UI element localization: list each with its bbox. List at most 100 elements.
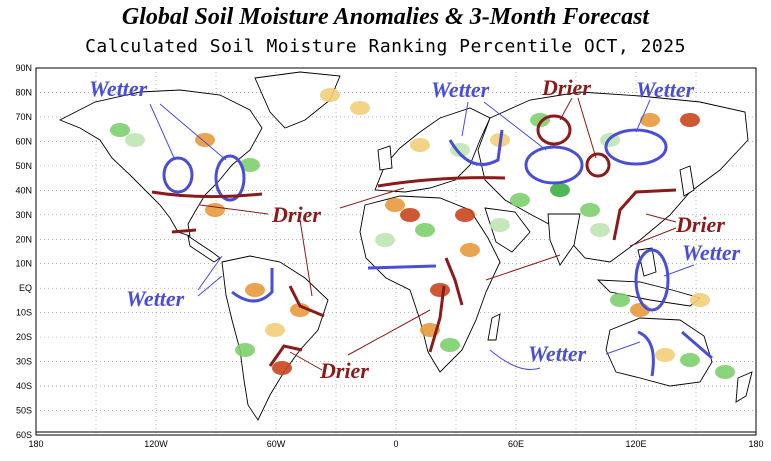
- wetter-region-kazakh: [524, 145, 584, 185]
- north-america: [58, 89, 263, 237]
- anomaly-patch: [690, 293, 710, 307]
- lat-tick-label: 50N: [15, 161, 32, 171]
- lat-tick-label: EQ: [19, 283, 32, 293]
- wetter-region-philippines: [634, 248, 670, 312]
- anomaly-patch: [235, 343, 255, 357]
- wetter-label-north-america: Wetter: [89, 76, 148, 101]
- wetter-region-nw-us: [162, 156, 194, 194]
- anomaly-patch: [440, 338, 460, 352]
- anomaly-patch: [680, 353, 700, 367]
- drier-outlines: [151, 114, 677, 367]
- anomaly-patch: [110, 123, 130, 137]
- lat-tick-label: 50S: [16, 406, 32, 416]
- drier-label-americas: Drier: [271, 202, 321, 227]
- wetter-region-west-africa: [367, 264, 437, 270]
- longitude-ticks: 180 120W 60W 0 60E 120E 180: [28, 439, 763, 449]
- anomaly-patch: [550, 183, 570, 197]
- lon-tick-label: 180: [748, 439, 763, 449]
- anomaly-patch: [375, 233, 395, 247]
- wetter-label-east-asia: Wetter: [636, 77, 695, 102]
- drier-label-russia: Drier: [541, 75, 591, 100]
- wetter-label-australia: Wetter: [528, 341, 587, 366]
- drier-region-mediterranean: [377, 176, 506, 188]
- wetter-label-europe: Wetter: [431, 77, 490, 102]
- anomaly-patch: [455, 208, 475, 222]
- wetter-region-amazon: [231, 268, 274, 303]
- lon-tick-label: 120E: [625, 439, 646, 449]
- anomaly-patch: [655, 348, 675, 362]
- japan: [679, 165, 695, 197]
- drier-region-mexico: [171, 228, 197, 234]
- wetter-region-ne-us: [214, 154, 246, 202]
- drier-label-south: Drier: [319, 358, 369, 383]
- wetter-region-russia-west: [448, 129, 504, 166]
- drier-pointers: [199, 97, 677, 371]
- lon-tick-label: 180: [28, 439, 43, 449]
- anomaly-patch: [510, 193, 530, 207]
- anomaly-patch: [410, 138, 430, 152]
- uk: [377, 145, 393, 171]
- wetter-region-australia-nw: [637, 330, 655, 377]
- drier-region-siberia: [585, 152, 611, 178]
- lat-tick-label: 60S: [16, 430, 32, 440]
- latitude-ticks: 90N 80N 70N 60N 50N 40N 30N 20N 10N EQ 10S 20S 30S 40…: [15, 63, 32, 440]
- anomaly-patch: [350, 101, 370, 115]
- lat-tick-label: 40S: [16, 381, 32, 391]
- anomaly-patch: [415, 223, 435, 237]
- india: [547, 213, 581, 266]
- map-title: Global Soil Moisture Anomalies & 3-Month…: [121, 4, 650, 30]
- lat-tick-label: 10S: [16, 308, 32, 318]
- lat-tick-label: 60N: [15, 136, 32, 146]
- anomaly-patch: [400, 208, 420, 222]
- anomaly-patch: [245, 283, 265, 297]
- asia: [477, 91, 749, 263]
- drier-region-east-africa: [444, 257, 464, 306]
- continents: [36, 71, 756, 433]
- wetter-outlines: [162, 128, 713, 377]
- anomaly-patch: [460, 243, 480, 257]
- map-subtitle: Calculated Soil Moisture Ranking Percent…: [85, 36, 686, 57]
- anomaly-patch: [272, 361, 292, 375]
- anomaly-patch: [320, 88, 340, 102]
- lon-tick-label: 120W: [144, 439, 168, 449]
- wetter-region-mongolia: [604, 128, 668, 166]
- anomaly-shading: [110, 88, 735, 379]
- anomaly-patch: [680, 113, 700, 127]
- anomaly-patch: [580, 203, 600, 217]
- central-america: [187, 235, 221, 263]
- drier-region-southern-brazil: [268, 344, 303, 367]
- anomaly-patch: [125, 133, 145, 147]
- drier-label-china: Drier: [675, 212, 725, 237]
- madagascar: [487, 313, 501, 341]
- lat-tick-label: 40N: [15, 185, 32, 195]
- wetter-pointers: [149, 99, 695, 370]
- lat-tick-label: 80N: [15, 87, 32, 97]
- lon-tick-label: 60E: [508, 439, 524, 449]
- lon-tick-label: 0: [393, 439, 398, 449]
- new-zealand: [735, 371, 753, 403]
- anomaly-patch: [490, 218, 510, 232]
- drier-region-central-us: [151, 190, 263, 199]
- drier-region-brazil-ne: [288, 285, 325, 318]
- lat-tick-label: 30N: [15, 210, 32, 220]
- anomaly-patch: [590, 223, 610, 237]
- anomaly-patch: [195, 133, 215, 147]
- anomaly-patch: [610, 293, 630, 307]
- lat-tick-label: 20N: [15, 234, 32, 244]
- drier-region-southern-africa: [428, 285, 446, 353]
- lat-tick-label: 70N: [15, 112, 32, 122]
- wetter-label-south-america: Wetter: [126, 286, 185, 311]
- anomaly-patch: [430, 283, 450, 297]
- wetter-label-se-asia: Wetter: [682, 240, 741, 265]
- drier-region-china: [612, 188, 677, 241]
- lon-tick-label: 60W: [267, 439, 286, 449]
- anomaly-patch: [715, 365, 735, 379]
- anomaly-patch: [240, 158, 260, 172]
- south-america: [221, 255, 329, 421]
- lat-tick-label: 20S: [16, 332, 32, 342]
- greenland: [254, 71, 341, 129]
- anomaly-patch: [205, 203, 225, 217]
- wetter-region-australia-east: [681, 330, 713, 360]
